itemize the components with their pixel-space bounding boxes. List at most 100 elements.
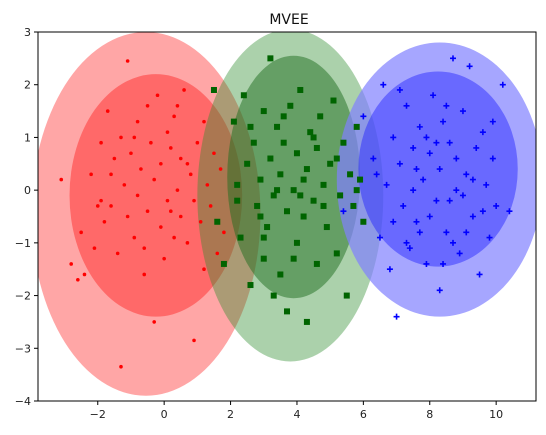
series-3-point bbox=[459, 108, 466, 115]
y-tick-label: 2 bbox=[24, 79, 31, 92]
series-3-point bbox=[436, 287, 443, 294]
series-1-point bbox=[178, 214, 183, 219]
series-2-point bbox=[303, 166, 310, 173]
series-3-point bbox=[443, 102, 450, 109]
series-2-point bbox=[320, 181, 327, 188]
series-3-point bbox=[423, 260, 430, 267]
series-1-point bbox=[165, 198, 170, 203]
series-1-point bbox=[152, 320, 156, 324]
series-2-point bbox=[230, 118, 237, 125]
series-3-point bbox=[463, 171, 470, 178]
series-1-point bbox=[92, 246, 97, 250]
series-1-point bbox=[149, 140, 153, 145]
series-1-point bbox=[145, 104, 150, 108]
series-2-point bbox=[357, 176, 364, 183]
series-2-point bbox=[257, 176, 264, 183]
series-2-point bbox=[257, 213, 264, 220]
y-tick-label: 3 bbox=[24, 26, 31, 39]
series-1-point bbox=[99, 198, 103, 203]
y-tick-label: 0 bbox=[24, 184, 31, 197]
series-3-point bbox=[489, 155, 496, 162]
series-2-point bbox=[313, 260, 320, 267]
x-tick-label: 8 bbox=[426, 408, 433, 421]
series-2-point bbox=[240, 92, 247, 99]
series-3-point bbox=[403, 239, 410, 246]
series-1-point bbox=[185, 161, 190, 166]
series-1-point bbox=[152, 177, 156, 182]
series-3-point bbox=[393, 313, 400, 320]
series-3-point bbox=[483, 181, 490, 188]
series-3-point bbox=[370, 155, 377, 162]
mvee-ellipses bbox=[38, 32, 536, 396]
series-2-point bbox=[254, 202, 261, 209]
series-2-point bbox=[293, 150, 300, 157]
series-3-point bbox=[476, 271, 483, 278]
x-tick-label: −2 bbox=[90, 408, 106, 421]
series-2-point bbox=[307, 129, 314, 136]
series-3-point bbox=[466, 63, 473, 70]
x-tick-label: 0 bbox=[161, 408, 168, 421]
series-3-point bbox=[340, 208, 347, 215]
series-1-point bbox=[105, 109, 110, 113]
series-2-point bbox=[234, 197, 241, 204]
y-tick-label: −1 bbox=[15, 237, 31, 250]
series-3-point bbox=[410, 187, 417, 194]
series-3-point bbox=[453, 155, 460, 162]
series-2-point bbox=[270, 292, 277, 299]
scatter-points bbox=[59, 55, 513, 369]
series-2-point bbox=[284, 308, 290, 315]
series-2-point bbox=[280, 139, 287, 146]
series-3-point bbox=[410, 144, 417, 151]
series-1-ellipse-inner bbox=[69, 74, 243, 317]
series-3-point bbox=[396, 86, 403, 93]
series-2-point bbox=[327, 160, 334, 167]
series-1-point bbox=[178, 156, 183, 161]
x-tick-label: 4 bbox=[293, 408, 300, 421]
series-1-point bbox=[208, 204, 213, 208]
series-1-point bbox=[198, 219, 203, 224]
series-3-point bbox=[413, 218, 420, 225]
series-1-point bbox=[79, 230, 83, 235]
series-2-point bbox=[333, 155, 340, 162]
series-2-point bbox=[340, 139, 347, 146]
series-1-point bbox=[122, 183, 127, 187]
series-2-point bbox=[310, 134, 317, 141]
series-3-point bbox=[413, 166, 420, 173]
series-1-point bbox=[169, 146, 173, 150]
y-axis: −4 −3 −2 −1 0 1 2 3 bbox=[15, 26, 38, 408]
series-3-point bbox=[436, 166, 443, 173]
series-2-point bbox=[350, 202, 357, 209]
series-3-point bbox=[456, 250, 463, 257]
series-2-point bbox=[303, 318, 310, 325]
series-1-point bbox=[205, 183, 210, 187]
series-1-point bbox=[182, 88, 186, 92]
series-2-point bbox=[293, 239, 300, 246]
series-2-point bbox=[274, 187, 281, 194]
series-2-point bbox=[300, 213, 307, 220]
series-3-point bbox=[489, 118, 496, 125]
series-2-point bbox=[353, 123, 360, 130]
series-3-point bbox=[443, 229, 450, 236]
series-3-point bbox=[453, 187, 460, 194]
series-1-point bbox=[59, 177, 64, 182]
series-3-ellipse-outer bbox=[336, 42, 536, 317]
series-3-point bbox=[479, 208, 486, 215]
series-2-point bbox=[274, 123, 281, 130]
series-3-point bbox=[430, 92, 437, 99]
series-3-point bbox=[386, 266, 393, 273]
series-1-point bbox=[192, 338, 196, 343]
series-2-point bbox=[290, 255, 297, 262]
series-2-point bbox=[237, 234, 244, 241]
series-1-point bbox=[175, 188, 180, 192]
series-2-point bbox=[330, 97, 337, 104]
series-1-point bbox=[119, 364, 123, 369]
x-tick-label: 2 bbox=[227, 408, 234, 421]
series-1-point bbox=[95, 204, 100, 208]
series-2-point bbox=[250, 139, 257, 146]
series-2-point bbox=[284, 208, 290, 215]
series-3-point bbox=[479, 129, 486, 136]
series-2-point bbox=[323, 224, 330, 231]
series-3-point bbox=[459, 192, 466, 199]
series-3-point bbox=[446, 139, 453, 146]
